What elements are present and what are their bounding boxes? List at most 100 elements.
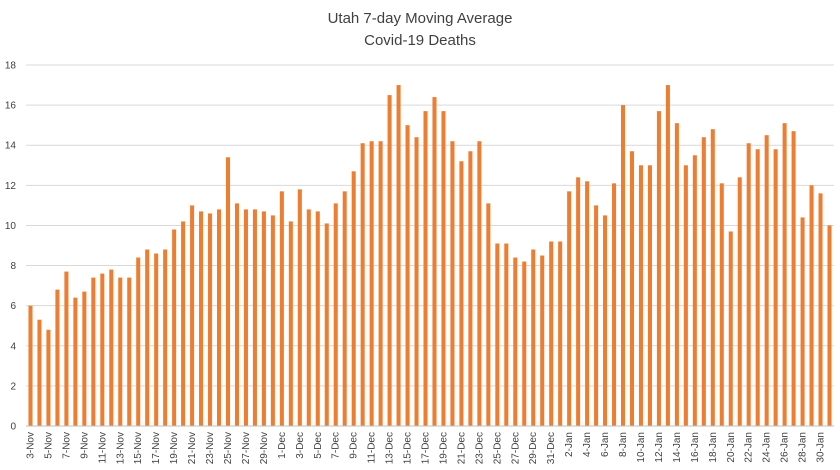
x-tick-label: 29-Dec [528, 432, 539, 464]
y-axis-ticks: 0 2 4 6 8 10 12 14 16 18 [5, 61, 17, 433]
bar-27-Nov [243, 209, 248, 426]
x-axis-ticks: 3-Nov 5-Nov 7-Nov 9-Nov 11-Nov 13-Nov 15-Nov 17… [25, 432, 826, 464]
bar-16-Jan [692, 155, 697, 426]
x-tick-label: 26-Jan [780, 432, 791, 463]
bar-24-Nov [217, 209, 222, 426]
bar-1-Dec [279, 191, 284, 426]
bar-12-Jan [656, 111, 661, 426]
bar-26-Jan [782, 123, 787, 427]
bar-19-Dec [441, 111, 446, 426]
bar-12-Nov [109, 269, 114, 426]
bar-17-Nov [154, 253, 159, 426]
x-tick-label: 25-Nov [223, 432, 234, 464]
bar-24-Jan [764, 135, 769, 426]
x-tick-label: 25-Dec [492, 432, 503, 464]
bar-16-Dec [414, 137, 419, 426]
bar-4-Dec [306, 209, 311, 426]
bar-17-Jan [701, 137, 706, 426]
x-tick-label: 1-Dec [277, 432, 288, 459]
x-tick-label: 29-Nov [259, 432, 270, 464]
x-tick-label: 3-Nov [25, 432, 36, 459]
bar-23-Jan [755, 149, 760, 426]
bar-9-Jan [629, 151, 635, 426]
x-tick-label: 10-Jan [636, 432, 647, 463]
bar-23-Nov [208, 213, 213, 426]
bar-13-Dec [387, 95, 392, 426]
y-tick-label: 16 [5, 101, 17, 112]
bar-15-Jan [683, 165, 688, 426]
x-tick-label: 7-Dec [331, 432, 342, 459]
bar-19-Nov [172, 229, 177, 426]
x-tick-label: 11-Dec [367, 432, 378, 464]
chart-subtitle: Covid-19 Deaths [364, 32, 476, 49]
bar-3-Jan [576, 177, 581, 426]
bar-7-Nov [64, 271, 69, 426]
x-tick-label: 7-Nov [61, 432, 72, 459]
bar-20-Nov [181, 221, 186, 426]
bar-8-Dec [342, 191, 347, 426]
bar-4-Nov [37, 319, 42, 426]
y-tick-label: 14 [5, 141, 17, 152]
x-tick-label: 12-Jan [654, 432, 665, 463]
bar-11-Dec [369, 141, 374, 426]
x-tick-label: 18-Jan [708, 432, 719, 463]
bar-26-Nov [234, 203, 239, 426]
y-tick-label: 4 [10, 341, 16, 352]
bar-17-Dec [423, 111, 428, 426]
bar-18-Nov [163, 249, 168, 426]
bar-30-Jan [818, 193, 823, 426]
bar-25-Jan [773, 149, 778, 426]
chart-title-block: Utah 7-day Moving Average Covid-19 Death… [0, 8, 840, 52]
x-tick-label: 17-Nov [151, 432, 162, 464]
x-tick-label: 5-Nov [43, 432, 54, 459]
bar-2-Dec [288, 221, 293, 426]
x-tick-label: 3-Dec [295, 432, 306, 459]
x-tick-label: 27-Dec [510, 432, 521, 464]
bar-13-Nov [118, 277, 123, 426]
x-tick-label: 19-Nov [169, 432, 180, 464]
bar-8-Jan [621, 105, 626, 426]
bar-6-Nov [55, 289, 60, 426]
bar-10-Nov [91, 277, 96, 426]
gridlines [26, 64, 834, 387]
y-tick-label: 12 [5, 181, 17, 192]
bar-8-Nov [73, 297, 78, 426]
bar-7-Dec [333, 203, 338, 426]
x-tick-label: 15-Nov [133, 432, 144, 464]
bar-14-Jan [674, 123, 679, 427]
bar-16-Nov [145, 249, 150, 426]
bar-31-Jan [827, 225, 832, 426]
x-tick-label: 20-Jan [726, 432, 737, 463]
bars [28, 85, 832, 427]
bar-25-Nov [225, 157, 231, 426]
y-tick-label: 2 [10, 381, 16, 392]
bar-6-Dec [324, 223, 329, 426]
x-tick-label: 13-Dec [385, 432, 396, 464]
bar-29-Nov [261, 211, 266, 426]
bar-27-Jan [791, 131, 796, 426]
bar-1-Jan [558, 241, 563, 426]
bar-2-Jan [567, 191, 572, 426]
bar-3-Dec [297, 189, 302, 426]
bar-13-Jan [665, 85, 670, 427]
bar-6-Jan [603, 215, 608, 426]
x-tick-label: 27-Nov [241, 432, 252, 464]
bar-22-Nov [199, 211, 204, 426]
y-tick-label: 10 [5, 221, 17, 232]
bar-30-Dec [540, 255, 545, 426]
bar-28-Dec [522, 261, 527, 426]
x-tick-label: 23-Nov [205, 432, 216, 464]
bar-15-Dec [405, 125, 410, 427]
y-tick-label: 6 [10, 301, 16, 312]
bar-10-Dec [360, 143, 365, 426]
x-tick-label: 13-Nov [115, 432, 126, 464]
y-tick-label: 8 [10, 261, 16, 272]
x-tick-label: 19-Dec [438, 432, 449, 464]
bar-21-Jan [737, 177, 742, 426]
bar-5-Dec [315, 211, 320, 426]
bar-31-Dec [549, 241, 554, 426]
bar-22-Jan [746, 143, 751, 426]
bar-9-Nov [82, 291, 87, 426]
x-tick-label: 17-Dec [421, 432, 432, 464]
bar-26-Dec [504, 243, 509, 426]
